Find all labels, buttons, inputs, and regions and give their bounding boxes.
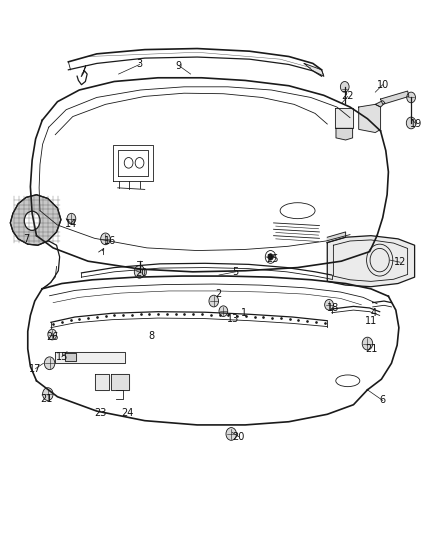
Polygon shape	[11, 195, 61, 245]
Text: 21: 21	[365, 344, 377, 354]
Text: 3: 3	[137, 60, 143, 69]
Circle shape	[268, 254, 273, 260]
Text: 12: 12	[394, 257, 406, 267]
Circle shape	[24, 211, 40, 230]
Text: 8: 8	[148, 330, 154, 341]
Polygon shape	[304, 63, 324, 76]
Text: 13: 13	[227, 313, 239, 324]
Polygon shape	[55, 352, 125, 364]
Circle shape	[406, 117, 416, 129]
Circle shape	[325, 300, 333, 310]
Circle shape	[407, 92, 416, 103]
Text: 23: 23	[94, 408, 106, 418]
Text: 4: 4	[371, 308, 377, 318]
Polygon shape	[95, 374, 109, 390]
Circle shape	[340, 82, 349, 92]
Circle shape	[219, 306, 228, 317]
Text: 20: 20	[135, 268, 148, 278]
Circle shape	[362, 337, 373, 350]
Text: 6: 6	[380, 395, 386, 406]
Text: 11: 11	[365, 316, 377, 326]
Text: 22: 22	[342, 91, 354, 101]
Text: 10: 10	[377, 80, 389, 90]
Text: 25: 25	[266, 254, 279, 263]
Text: 24: 24	[121, 408, 134, 418]
Circle shape	[42, 387, 53, 400]
Polygon shape	[327, 232, 346, 243]
Polygon shape	[336, 128, 353, 140]
Text: 2: 2	[215, 289, 221, 299]
Polygon shape	[359, 104, 381, 133]
Text: 15: 15	[56, 352, 68, 362]
Text: 18: 18	[327, 303, 339, 313]
Text: 20: 20	[233, 432, 245, 442]
Text: 21: 21	[40, 394, 53, 405]
Polygon shape	[327, 236, 415, 287]
Circle shape	[209, 295, 219, 307]
Text: 7: 7	[23, 234, 29, 244]
Text: 26: 26	[46, 332, 58, 342]
Circle shape	[48, 329, 57, 340]
Text: 19: 19	[410, 119, 423, 129]
Text: 1: 1	[241, 308, 247, 318]
Circle shape	[134, 265, 145, 278]
Text: 9: 9	[176, 61, 182, 70]
Circle shape	[67, 213, 76, 224]
Polygon shape	[335, 108, 353, 128]
Text: 14: 14	[65, 219, 78, 229]
Circle shape	[44, 357, 55, 369]
Polygon shape	[375, 101, 385, 107]
Text: 5: 5	[233, 267, 239, 277]
Text: 16: 16	[104, 236, 116, 246]
Polygon shape	[381, 91, 409, 104]
Circle shape	[101, 233, 110, 245]
Circle shape	[226, 427, 237, 440]
Polygon shape	[111, 374, 130, 390]
Text: 17: 17	[29, 364, 42, 374]
Polygon shape	[65, 353, 76, 361]
